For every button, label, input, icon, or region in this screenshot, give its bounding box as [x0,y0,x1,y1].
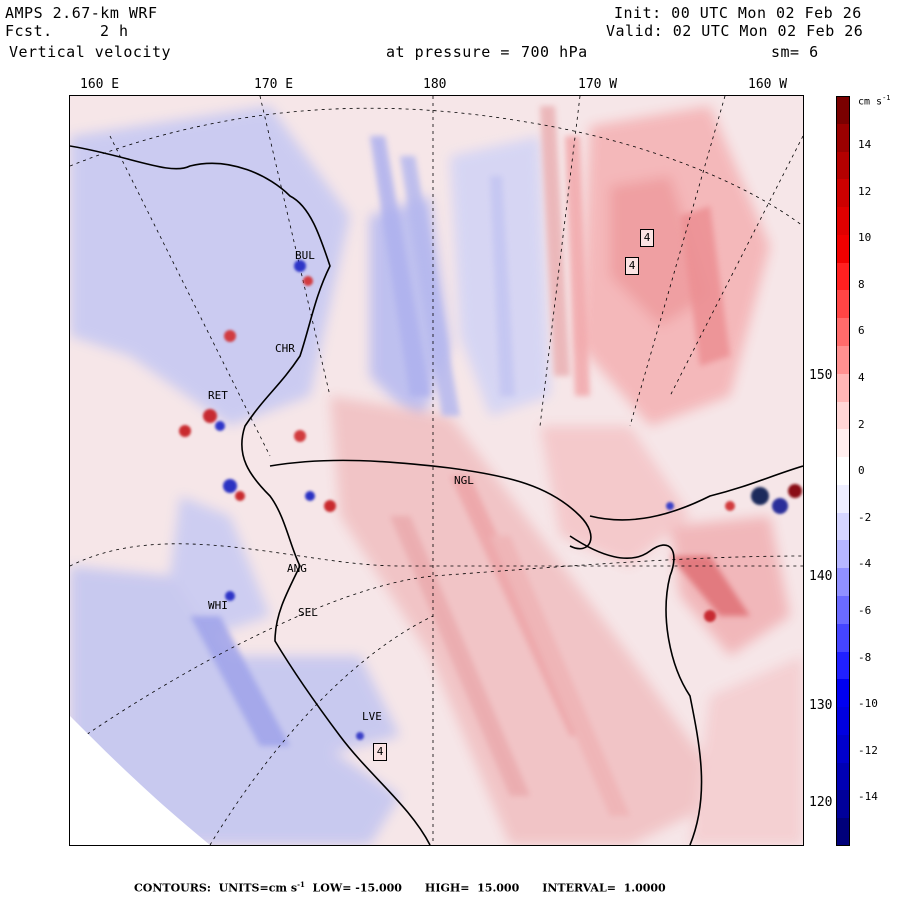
highlow-marker: 4 [625,257,639,275]
colorbar-tick-label: -8 [858,650,872,664]
mountain-speckle [179,260,802,740]
colorbar-segment [836,679,850,708]
colorbar-segment [836,457,850,486]
graticule [70,96,803,845]
colorbar-tick-label: 2 [858,417,865,431]
forecast-hours: 2 h [100,22,129,40]
lon-label-170e: 170 E [254,77,294,92]
colorbar-tick-label: -2 [858,510,872,524]
colorbar-segment [836,651,850,680]
colorbar-segment [836,790,850,819]
smoothing: sm= 6 [771,43,819,61]
colorbar-segment [836,734,850,764]
colorbar-segment [836,401,850,430]
station-whi: WHI [208,599,228,612]
level-label: at pressure = [386,43,510,61]
colorbar-units: cm s-1 [858,94,891,108]
valid-time: Valid: 02 UTC Mon 02 Feb 26 [606,22,864,40]
colorbar-segment [836,234,850,264]
station-bul: BUL [295,249,315,262]
highlow-marker: 4 [640,229,654,247]
colorbar-tick-label: -6 [858,604,872,617]
vertical-velocity-map: NGL ANG SEL WHI CHR RET BUL LVE 4 4 4 [69,95,804,846]
lon-label-180: 180 [423,77,447,92]
colorbar [836,96,850,847]
station-lve: LVE [362,710,382,723]
station-sel: SEL [298,606,318,619]
colorbar-segment [836,207,850,236]
lon-label-170w: 170 W [578,77,618,92]
colorbar-tick-label: 6 [858,324,865,338]
level-value: 700 hPa [521,43,588,61]
colorbar-tick-label: -4 [858,557,872,571]
colorbar-tick-label: 8 [858,277,865,291]
colorbar-segment [836,429,850,458]
highlow-marker: 4 [373,743,387,761]
colorbar-segment [836,318,850,347]
colorbar-segment [836,623,850,653]
colorbar-tick-label: -14 [858,790,878,804]
colorbar-segment [836,290,850,319]
colorbar-segment [836,568,850,597]
colorbar-tick-label: -10 [858,697,878,711]
colorbar-segment [836,484,850,514]
contour-info: CONTOURS: UNITS=cm s-1 LOW= -15.000 HIGH… [134,880,666,895]
colorbar-segment [836,707,850,736]
station-ang: ANG [287,562,307,575]
colorbar-segment [836,179,850,208]
colorbar-segment [836,596,850,625]
colorbar-segment [836,262,850,291]
init-time: Init: 00 UTC Mon 02 Feb 26 [614,4,862,22]
colorbar-segment [836,540,850,569]
colorbar-tick-label: 12 [858,184,872,198]
station-chr: CHR [275,342,295,355]
colorbar-tick-label: -12 [858,743,878,757]
lon-label-160e: 160 E [80,77,120,92]
colorbar-tick-label: 14 [858,138,872,151]
field-name: Vertical velocity [9,43,172,61]
station-ngl: NGL [454,474,474,487]
colorbar-segment [836,818,850,847]
colorbar-segment [836,373,850,403]
coastline [70,145,803,845]
colorbar-segment [836,151,850,180]
map-field [70,96,803,845]
colorbar-segment [836,762,850,791]
lon-label-160w: 160 W [748,77,788,92]
colorbar-segment [836,346,850,375]
colorbar-tick-label: 4 [858,371,865,384]
colorbar-segment [836,96,850,125]
model-title: AMPS 2.67-km WRF [5,4,158,22]
forecast-label: Fcst. [5,22,53,40]
station-ret: RET [208,389,228,402]
colorbar-segment [836,123,850,153]
colorbar-tick-label: 0 [858,464,865,478]
colorbar-tick-label: 10 [858,231,872,245]
colorbar-segment [836,512,850,541]
